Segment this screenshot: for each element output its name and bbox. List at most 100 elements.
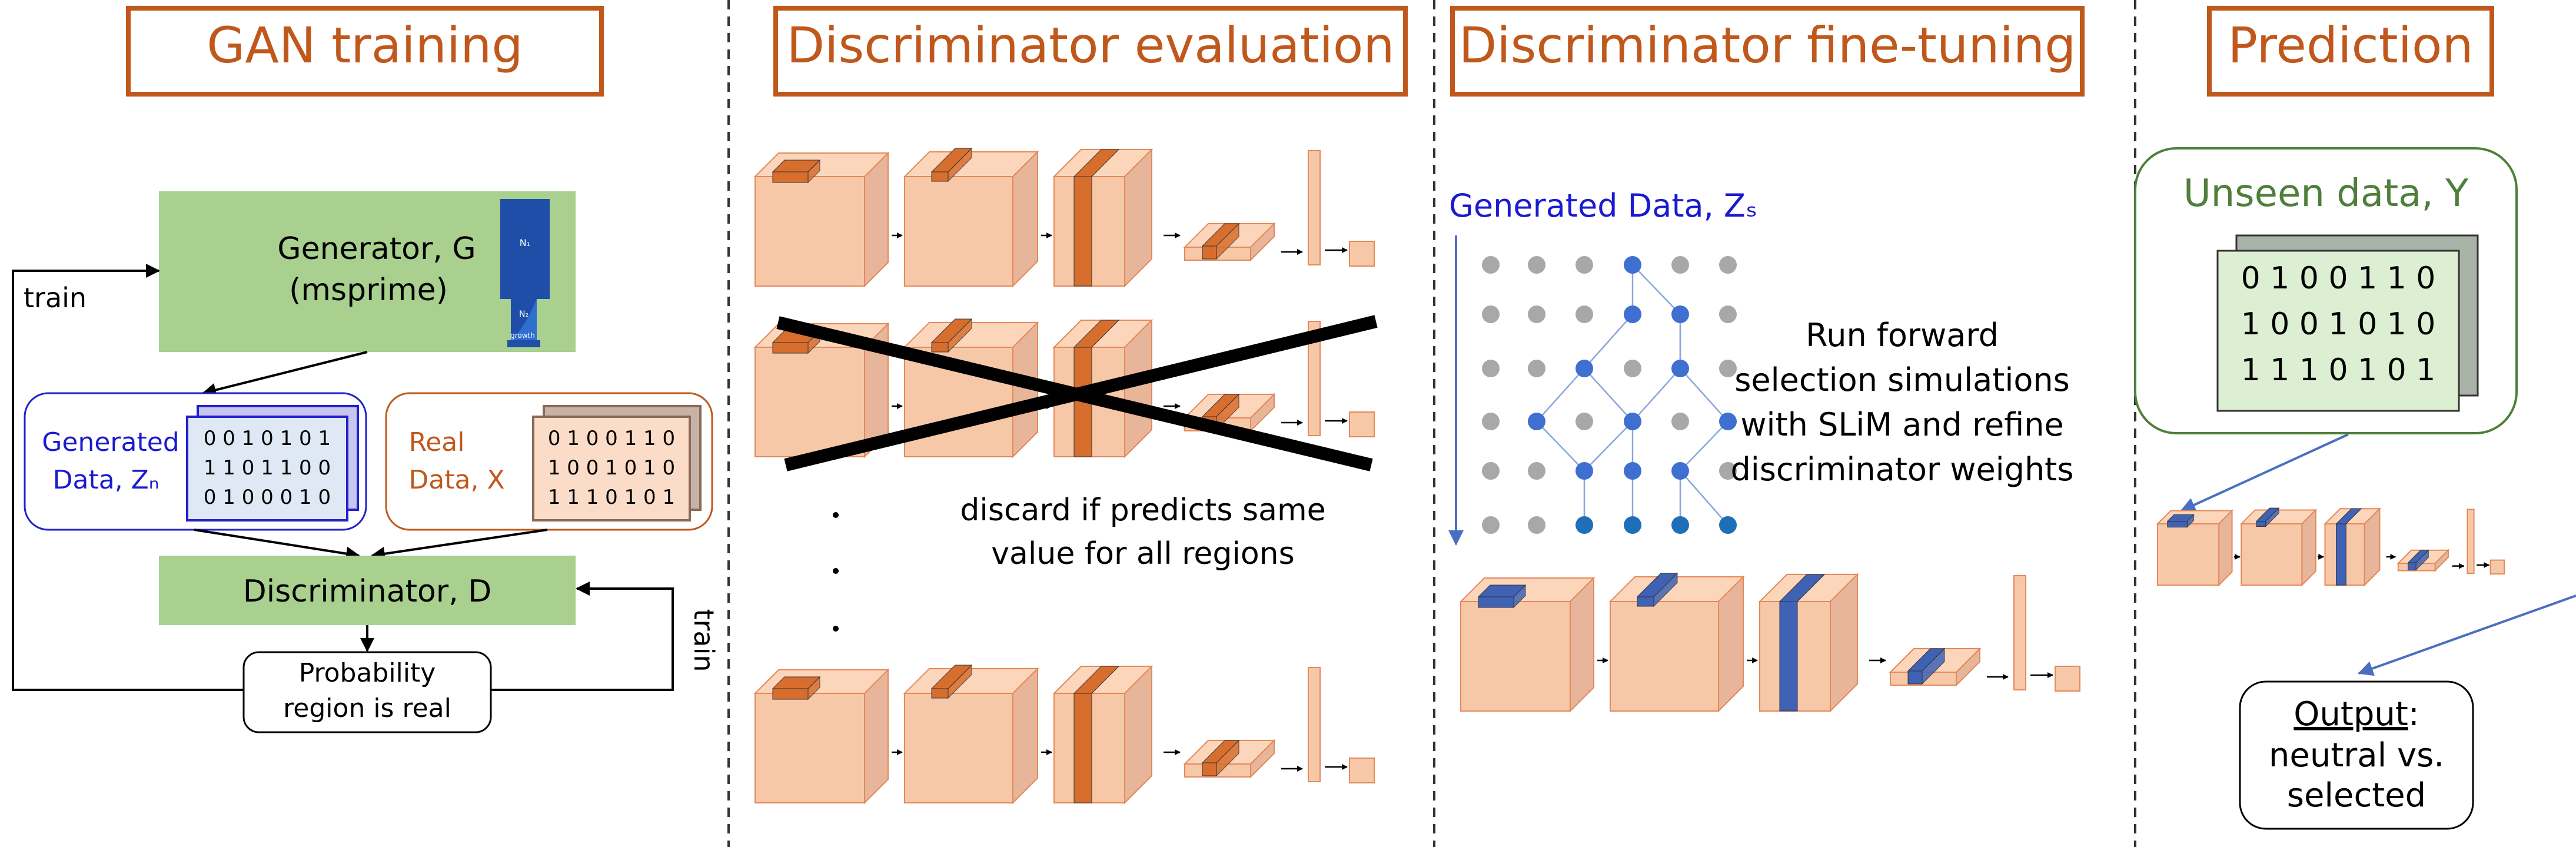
generated-matrix-row-2: 1 1 0 1 1 0 0 xyxy=(204,456,331,480)
ellipsis-dot-1 xyxy=(833,512,839,518)
genealogy-node xyxy=(1671,360,1689,377)
finetune-title-box xyxy=(1450,6,2085,97)
predict-net-cube-2-front xyxy=(2241,523,2303,586)
genealogy-edge-2 xyxy=(1632,264,1681,315)
arrow-generated-to-disc xyxy=(194,529,360,561)
finetune-net-stripe-front xyxy=(1779,601,1798,712)
genealogy-node xyxy=(1719,516,1737,534)
eval-title: Discriminator evaluation xyxy=(786,16,1394,74)
eval-net-1-cube-1-side xyxy=(864,151,889,288)
output-box xyxy=(2239,680,2474,830)
panel-gan-training: GAN training Generator, G (msprime) N₁ N… xyxy=(12,6,720,733)
genealogy-node xyxy=(1671,305,1689,323)
predict-net-dense-layer xyxy=(2467,509,2475,574)
eval-net-1-cube-1 xyxy=(753,151,890,288)
demography-icon-growth xyxy=(511,299,537,340)
finetune-net-output-node xyxy=(2055,666,2080,692)
unseen-data-stack-front xyxy=(2216,250,2460,412)
predict-net-stripe-front xyxy=(2336,523,2346,586)
eval-net-1-kernel-1-front xyxy=(772,171,809,183)
genealogy-node xyxy=(1482,462,1500,480)
output-heading: Output: xyxy=(2294,695,2419,733)
run-text-line-2: selection simulations xyxy=(1734,361,2070,398)
genealogy-node xyxy=(1624,462,1641,480)
arrow-network-to-output xyxy=(2358,594,2576,676)
genealogy-node xyxy=(1528,360,1545,377)
finetune-net-cube-1 xyxy=(1459,576,1596,713)
ellipsis-dot-2 xyxy=(833,568,839,574)
eval-net-3-stripe-top xyxy=(1073,666,1120,694)
eval-net-1-cube-3 xyxy=(1052,148,1154,288)
genealogy-node xyxy=(1671,462,1689,480)
genealogy-node xyxy=(1528,462,1545,480)
unseen-matrix-row-3: 1 1 1 0 1 0 1 xyxy=(2241,353,2436,388)
predict-net-cube-1-side xyxy=(2218,509,2233,587)
eval-net-3-flat-kernel-front xyxy=(1202,762,1217,776)
genealogy-node xyxy=(1624,360,1641,377)
finetune-net-cube-2 xyxy=(1608,575,1745,713)
real-matrix-row-3: 1 1 1 0 1 0 1 xyxy=(548,486,675,509)
finetune-net-cube-3 xyxy=(1758,573,1859,713)
finetune-net-cube-1-side xyxy=(1570,576,1594,713)
eval-net-1-kernel-2 xyxy=(930,147,973,182)
prediction-title-box xyxy=(2207,6,2494,97)
genealogy-edge-8 xyxy=(1632,368,1681,422)
genealogy-graph xyxy=(1482,256,1737,534)
real-matrix-row-2: 1 0 0 1 0 1 0 xyxy=(548,456,675,480)
eval-net-2-stripe-top xyxy=(1073,320,1120,348)
genealogy-node xyxy=(1719,256,1737,274)
genealogy-node xyxy=(1575,360,1593,377)
prediction-cnn-network xyxy=(2156,507,2505,587)
demography-icon-n2: N₂ xyxy=(519,310,529,319)
genealogy-node xyxy=(1624,516,1641,534)
genealogy-edge-9 xyxy=(1680,368,1729,422)
genealogy-node xyxy=(1482,516,1500,534)
eval-net-1-stripe-top xyxy=(1073,149,1120,177)
unseen-matrix-row-2: 1 0 0 1 0 1 0 xyxy=(2241,307,2436,342)
genealogy-node xyxy=(1482,256,1500,274)
genealogy-node xyxy=(1482,305,1500,323)
ellipsis-dot-3 xyxy=(833,626,839,632)
eval-net-3-kernel-1 xyxy=(772,676,821,700)
train-label-right: train xyxy=(688,609,720,672)
finetune-net-kernel-1 xyxy=(1477,584,1527,609)
discard-cross-line-2 xyxy=(784,315,1378,471)
genealogy-node xyxy=(1624,413,1641,430)
genealogy-edge-10 xyxy=(1536,421,1585,471)
genealogy-node xyxy=(1528,413,1545,430)
demography-icon-base xyxy=(507,340,540,347)
probability-line-2: region is real xyxy=(283,693,451,723)
genealogy-node xyxy=(1624,256,1641,274)
run-text-line-3: with SLiM and refine xyxy=(1740,406,2063,443)
panel-separators xyxy=(727,0,2136,847)
eval-net-3-cube-2 xyxy=(903,667,1039,805)
genealogy-node xyxy=(1482,413,1500,430)
eval-net-3-dense-layer xyxy=(1308,667,1321,782)
output-line-2: neutral vs. xyxy=(2269,736,2444,775)
gan-title-box xyxy=(126,6,604,97)
run-text-line-1: Run forward xyxy=(1806,317,1999,354)
predict-net-cube-2 xyxy=(2239,509,2318,587)
eval-net-1-kernel-2-front xyxy=(931,171,949,182)
eval-net-3-kernel-1-front xyxy=(772,688,809,700)
finetune-net-flat-kernel xyxy=(1907,647,1946,685)
arrow-real-to-disc xyxy=(371,529,548,561)
genealogy-edge-11 xyxy=(1584,421,1633,471)
eval-net-1-output-node xyxy=(1349,241,1375,267)
predict-net-kernel-2 xyxy=(2255,507,2280,527)
eval-net-3-kernel-2-front xyxy=(931,688,949,699)
discriminator-label: Discriminator, D xyxy=(243,574,492,609)
generated-data-label-2: Data, Zₙ xyxy=(53,465,159,495)
genealogy-node xyxy=(1719,305,1737,323)
genealogy-node xyxy=(1575,516,1593,534)
predict-net-cube-1-front xyxy=(2157,523,2220,586)
genealogy-node xyxy=(1671,516,1689,534)
predict-net-stripe-top xyxy=(2335,508,2362,524)
genealogy-node xyxy=(1482,360,1500,377)
eval-net-2-dense-layer xyxy=(1308,321,1321,436)
genealogy-node xyxy=(1671,256,1689,274)
output-word: Output xyxy=(2294,695,2408,733)
finetune-net-dense-layer xyxy=(2013,575,2026,690)
genealogy-edge-17 xyxy=(1680,470,1729,526)
eval-net-1-flat-kernel-front xyxy=(1202,245,1217,260)
